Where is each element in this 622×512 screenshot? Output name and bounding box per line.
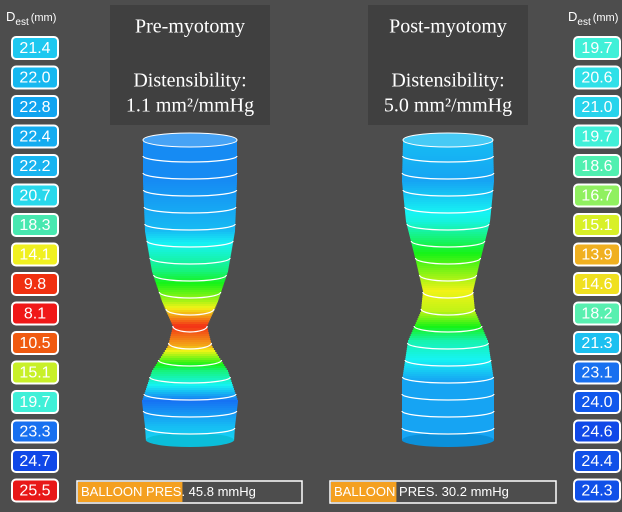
balloon-bottom bbox=[402, 433, 494, 447]
scale-value: 19.7 bbox=[581, 40, 612, 57]
scale-value: 19.7 bbox=[581, 129, 612, 146]
balloon-bottom bbox=[146, 433, 234, 447]
scale-value: 22.2 bbox=[19, 158, 50, 175]
scale-header-sub: est bbox=[577, 17, 591, 28]
scale-header-d: D bbox=[568, 9, 577, 24]
scale-header-d: D bbox=[6, 9, 15, 24]
balloon-top bbox=[143, 133, 237, 147]
distensibility-label: Distensibility: bbox=[391, 70, 504, 92]
pressure-highlight: BALLOON PRES bbox=[81, 484, 182, 499]
scale-value: 15.1 bbox=[19, 365, 50, 382]
pressure-rest: . 45.8 mmHg bbox=[181, 484, 255, 499]
scale-value: 21.0 bbox=[581, 99, 612, 116]
scale-value: 16.7 bbox=[581, 188, 612, 205]
scale-value: 18.2 bbox=[581, 306, 612, 323]
pressure-rest: PRES. 30.2 mmHg bbox=[395, 484, 508, 499]
scale-value: 22.8 bbox=[19, 99, 50, 116]
scale-value: 18.6 bbox=[581, 158, 612, 175]
scale-value: 14.6 bbox=[581, 276, 612, 293]
pressure-text: BALLOON PRES. 30.2 mmHg bbox=[334, 484, 509, 499]
scale-value: 21.3 bbox=[581, 335, 612, 352]
scale-value: 24.0 bbox=[581, 394, 612, 411]
panel-title: Post-myotomy bbox=[389, 16, 507, 38]
background bbox=[0, 0, 622, 507]
pressure-highlight: BALLOON bbox=[334, 484, 395, 499]
screen: Pre-myotomy Distensibility: 1.1 mm²/mmHg… bbox=[0, 0, 622, 507]
scale-value: 15.1 bbox=[581, 217, 612, 234]
scale-value: 25.5 bbox=[19, 483, 50, 500]
scale-value: 10.5 bbox=[19, 335, 50, 352]
scale-value: 19.7 bbox=[19, 394, 50, 411]
scale-value: 9.8 bbox=[24, 276, 46, 293]
scale-value: 22.0 bbox=[19, 70, 50, 87]
scale-value: 13.9 bbox=[581, 247, 612, 264]
scale-value: 24.3 bbox=[581, 483, 612, 500]
scale-value: 24.7 bbox=[19, 453, 50, 470]
scale-value: 20.7 bbox=[19, 188, 50, 205]
distensibility-label: Distensibility: bbox=[133, 70, 246, 92]
distensibility-value: 5.0 mm²/mmHg bbox=[384, 95, 512, 117]
scale-header-sub: est bbox=[15, 17, 29, 28]
scale-value: 20.6 bbox=[581, 70, 612, 87]
scale-value: 14.1 bbox=[19, 247, 50, 264]
scale-value: 24.6 bbox=[581, 424, 612, 441]
scale-value: 22.4 bbox=[19, 129, 50, 146]
scale-header-unit: (mm) bbox=[31, 12, 57, 24]
balloon-top bbox=[403, 133, 493, 147]
distensibility-value: 1.1 mm²/mmHg bbox=[126, 95, 254, 117]
scale-value: 21.4 bbox=[19, 40, 50, 57]
panel-title: Pre-myotomy bbox=[135, 16, 245, 38]
scale-value: 23.3 bbox=[19, 424, 50, 441]
scale-value: 23.1 bbox=[581, 365, 612, 382]
scale-value: 18.3 bbox=[19, 217, 50, 234]
pressure-text: BALLOON PRES. 45.8 mmHg bbox=[81, 484, 256, 499]
scale-header-unit: (mm) bbox=[593, 12, 619, 24]
scale-value: 8.1 bbox=[24, 306, 46, 323]
scale-value: 24.4 bbox=[581, 453, 612, 470]
